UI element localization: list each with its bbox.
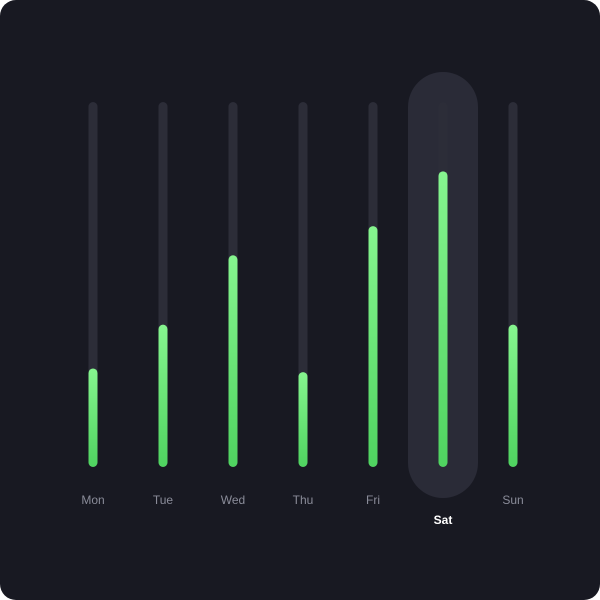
day-label-mon[interactable]: Mon xyxy=(81,493,104,507)
bar-sat[interactable] xyxy=(438,171,448,467)
day-label-wed[interactable]: Wed xyxy=(221,493,245,507)
day-label-fri[interactable]: Fri xyxy=(366,493,380,507)
bar-thu[interactable] xyxy=(298,372,308,467)
bar-mon[interactable] xyxy=(88,368,98,467)
day-label-thu[interactable]: Thu xyxy=(293,493,314,507)
bar-wed[interactable] xyxy=(228,255,238,467)
day-label-sat[interactable]: Sat xyxy=(434,513,453,527)
day-label-sun[interactable]: Sun xyxy=(502,493,523,507)
bar-tue[interactable] xyxy=(158,324,168,467)
bar-fri[interactable] xyxy=(368,226,378,467)
day-label-tue[interactable]: Tue xyxy=(153,493,174,507)
bar-sun[interactable] xyxy=(508,324,518,467)
